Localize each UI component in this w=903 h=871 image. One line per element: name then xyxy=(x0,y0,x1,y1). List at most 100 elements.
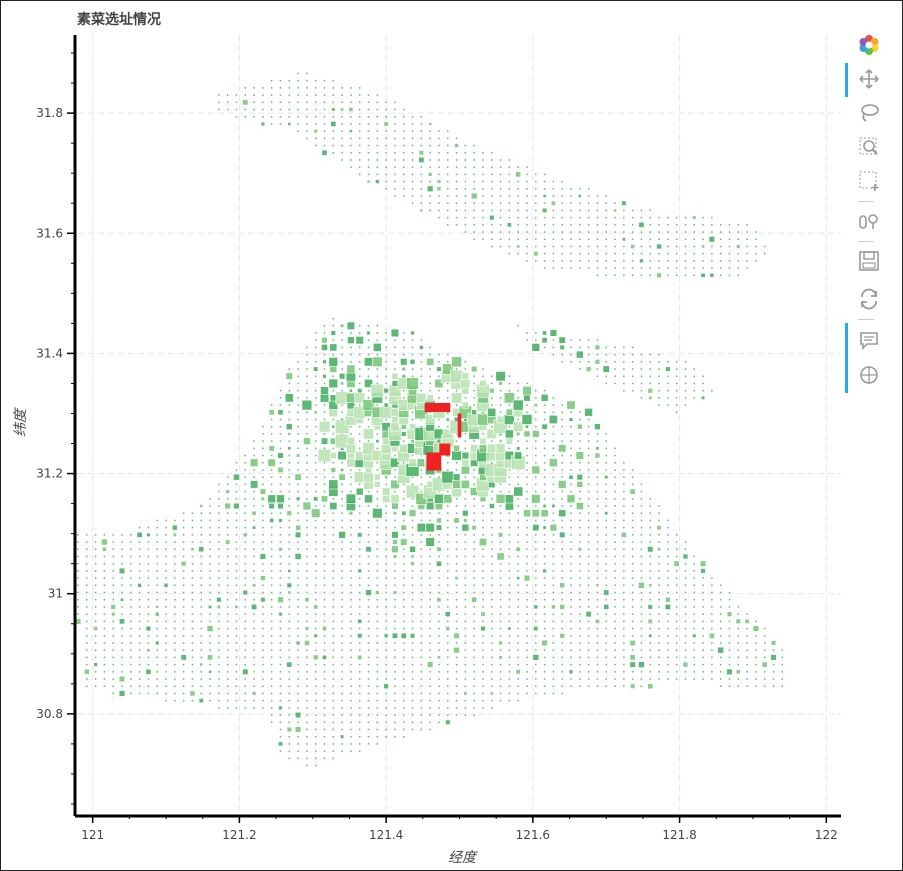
scatter-point xyxy=(473,620,475,623)
hover-icon[interactable] xyxy=(852,207,882,235)
scatter-point xyxy=(702,375,704,377)
scatter-point xyxy=(526,620,528,623)
scatter-point xyxy=(667,613,669,615)
scatter-point xyxy=(226,663,229,666)
scatter-point xyxy=(579,498,581,500)
scatter-point xyxy=(535,548,537,551)
scatter-point xyxy=(684,541,687,543)
scatter-point xyxy=(552,627,555,630)
lasso-select-icon[interactable] xyxy=(852,99,882,127)
scatter-point xyxy=(702,620,704,623)
scatter-point xyxy=(587,627,590,630)
scatter-point xyxy=(112,671,114,673)
scatter-point xyxy=(461,451,470,460)
scatter-point xyxy=(438,555,440,558)
pan-icon[interactable] xyxy=(852,65,882,93)
scatter-point xyxy=(658,267,660,269)
scatter-point xyxy=(605,541,607,543)
scatter-point xyxy=(226,591,229,594)
scatter-point xyxy=(596,642,599,644)
bokeh-logo-icon[interactable] xyxy=(852,31,882,59)
scatter-point xyxy=(304,626,310,631)
scatter-point xyxy=(587,635,590,637)
scatter-point xyxy=(340,323,345,328)
scatter-point xyxy=(367,555,370,558)
scatter-point xyxy=(605,238,607,241)
scatter-point xyxy=(350,750,352,752)
scatter-point xyxy=(647,618,653,624)
scatter-point xyxy=(367,685,370,687)
scatter-point xyxy=(702,598,704,601)
scatter-point xyxy=(570,425,572,428)
scatter-point xyxy=(262,591,264,594)
scatter-point xyxy=(579,188,581,190)
scatter-point xyxy=(244,87,247,89)
scatter-point xyxy=(200,519,203,522)
scatter-point xyxy=(391,502,399,510)
comment-icon[interactable] xyxy=(852,327,882,355)
scatter-point xyxy=(279,750,282,752)
scatter-point xyxy=(737,267,740,269)
reset-icon[interactable] xyxy=(852,285,882,313)
scatter-point xyxy=(288,685,291,687)
scatter-point xyxy=(447,620,449,623)
scatter-point xyxy=(711,591,713,594)
scatter-point xyxy=(376,368,379,370)
save-icon[interactable] xyxy=(852,247,882,275)
scatter-point xyxy=(420,188,423,190)
scatter-point xyxy=(209,699,211,702)
scatter-point xyxy=(684,598,687,601)
box-select-icon[interactable] xyxy=(852,167,882,195)
data-points xyxy=(74,72,784,767)
scatter-point xyxy=(728,260,731,262)
scatter-point xyxy=(279,512,282,514)
box-zoom-icon[interactable] xyxy=(852,133,882,161)
scatter-point xyxy=(112,555,114,558)
scatter-point xyxy=(314,598,317,601)
scatter-point xyxy=(410,561,415,566)
scatter-point xyxy=(235,584,238,587)
scatter-point xyxy=(746,663,748,666)
scatter-point xyxy=(200,534,203,536)
scatter-point xyxy=(649,382,651,385)
scatter-point xyxy=(314,440,317,442)
scatter-point xyxy=(376,606,379,608)
scatter-point xyxy=(394,627,396,630)
scatter-point xyxy=(358,548,361,551)
scatter-point xyxy=(543,671,546,673)
scatter-point xyxy=(165,534,167,536)
plot-area[interactable]: 121 121.2 121.4 121.6 121.8 12230.83131.231.4… xyxy=(1,1,844,870)
scatter-point xyxy=(579,555,581,558)
scatter-point xyxy=(367,721,370,724)
scatter-point xyxy=(358,591,361,594)
scatter-point xyxy=(279,490,282,493)
scatter-point xyxy=(693,260,696,262)
scatter-point xyxy=(174,635,176,637)
scatter-point xyxy=(479,538,487,546)
scatter-point xyxy=(517,649,519,651)
scatter-point xyxy=(658,635,660,637)
scatter-point xyxy=(473,642,475,644)
scatter-point xyxy=(332,461,335,464)
scatter-point xyxy=(385,714,387,716)
crosshair-icon[interactable] xyxy=(852,361,882,389)
scatter-point xyxy=(455,173,458,176)
scatter-point xyxy=(447,548,449,551)
scatter-point xyxy=(693,627,696,630)
scatter-point xyxy=(587,440,590,442)
scatter-point xyxy=(306,425,308,428)
scatter-point xyxy=(508,548,511,551)
scatter-point xyxy=(684,649,687,651)
scatter-point xyxy=(385,577,387,579)
scatter-point xyxy=(558,480,567,489)
scatter-point xyxy=(358,469,361,471)
scatter-point xyxy=(526,606,528,608)
scatter-point xyxy=(402,130,405,132)
scatter-point xyxy=(711,245,713,248)
scatter-point xyxy=(561,238,563,241)
scatter-point xyxy=(288,555,291,558)
scatter-point xyxy=(526,555,528,558)
scatter-point xyxy=(596,440,599,442)
scatter-point xyxy=(314,548,317,551)
scatter-point xyxy=(426,661,434,668)
